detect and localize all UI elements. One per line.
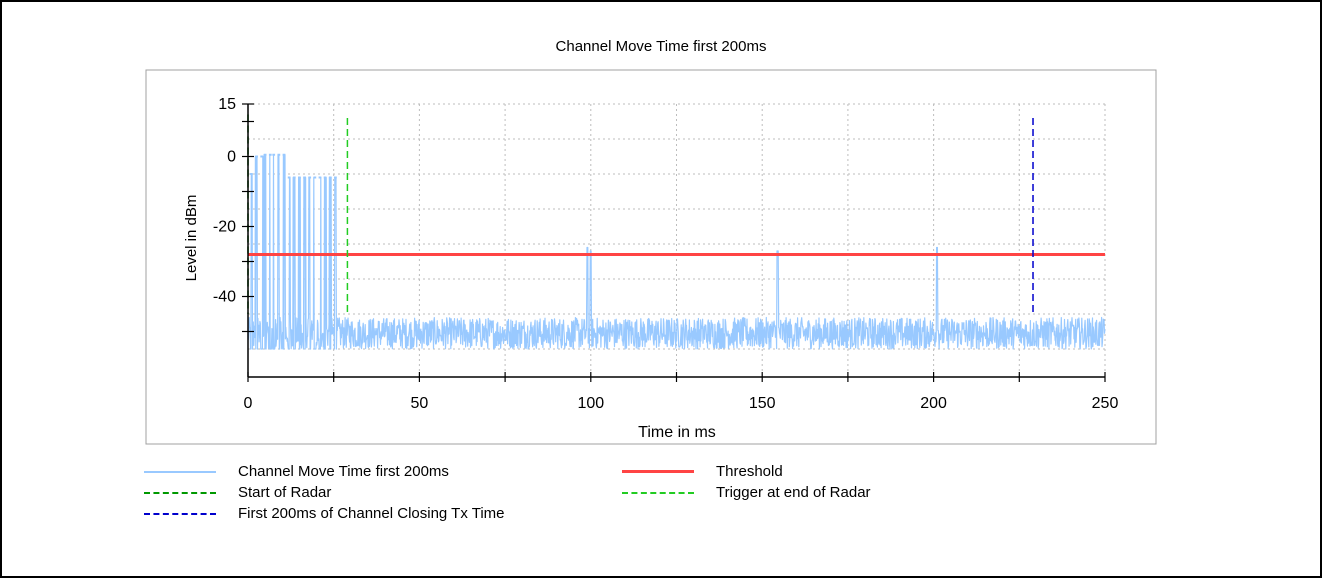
legend-swatch-start-radar (144, 492, 216, 494)
y-tick-label: -20 (213, 219, 236, 236)
channel-move-trace (247, 154, 1106, 350)
legend-label-channel-closing: First 200ms of Channel Closing Tx Time (238, 505, 505, 522)
signal-series (247, 153, 1106, 350)
legend-label-channel-move: Channel Move Time first 200ms (238, 463, 449, 480)
plot-panel (145, 69, 1157, 445)
legend-label-trigger: Trigger at end of Radar (716, 484, 871, 501)
legend-swatch-channel-move (144, 471, 216, 473)
legend-swatch-channel-closing (144, 513, 216, 515)
x-tick-label: 0 (244, 395, 253, 412)
legend-swatch-threshold (622, 470, 694, 473)
x-tick-label: 150 (749, 395, 776, 412)
y-tick-label: 0 (227, 149, 236, 166)
x-tick-label: 100 (577, 395, 604, 412)
x-tick-label: 50 (411, 395, 429, 412)
legend-label-threshold: Threshold (716, 463, 783, 480)
y-tick-label: -40 (213, 289, 236, 306)
chart-title: Channel Move Time first 200ms (555, 38, 767, 55)
x-tick-label: 200 (920, 395, 947, 412)
y-axis-label: Level in dBm (183, 195, 200, 282)
x-axis-label: Time in ms (638, 424, 716, 441)
grid-lines (248, 103, 1106, 377)
x-tick-label: 250 (1092, 395, 1119, 412)
y-tick-label: 15 (218, 96, 236, 113)
legend-label-start-radar: Start of Radar (238, 484, 332, 501)
legend-swatch-trigger (622, 492, 694, 494)
